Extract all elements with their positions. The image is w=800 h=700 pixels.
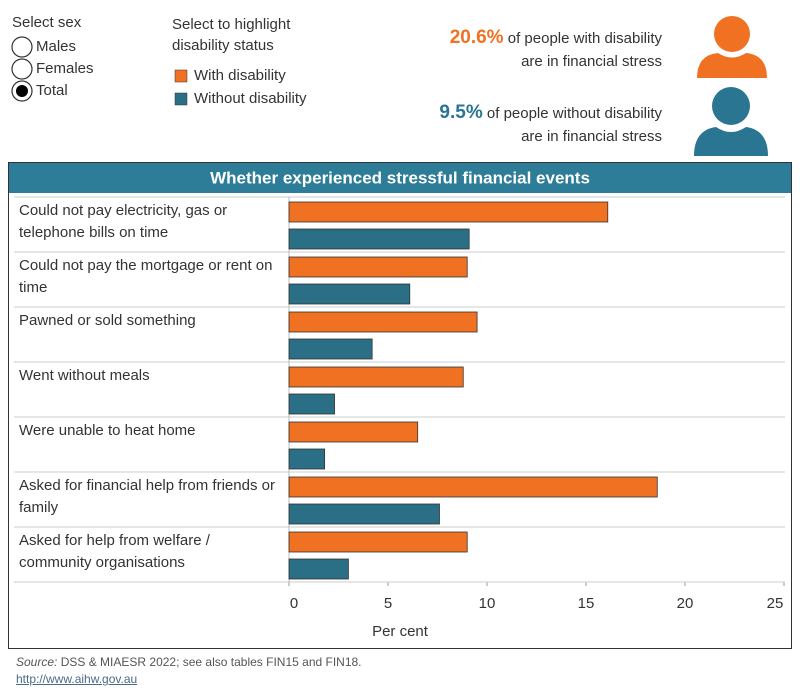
stat: 20.6% of people with disability are in fi… bbox=[360, 26, 662, 73]
category-label: Could not pay electricity, gas or teleph… bbox=[19, 202, 228, 241]
title-band bbox=[9, 163, 791, 193]
radio-option[interactable]: Total bbox=[36, 82, 68, 99]
bar bbox=[288, 338, 373, 360]
source: Source: DSS & MIAESR 2022; see also tabl… bbox=[16, 655, 362, 669]
stat-value: 20.6% bbox=[449, 27, 504, 48]
x-axis-label: Per cent bbox=[372, 623, 429, 640]
person-icon bbox=[694, 16, 768, 156]
bar bbox=[288, 311, 478, 333]
source-text: DSS & MIAESR 2022; see also tables FIN15… bbox=[60, 655, 362, 669]
stat-text: are in financial stress bbox=[521, 128, 662, 145]
x-tick-label: 20 bbox=[677, 595, 694, 612]
bar bbox=[288, 421, 419, 443]
bar bbox=[288, 366, 464, 388]
bar bbox=[288, 228, 470, 250]
link[interactable]: http://www.aihw.gov.au bbox=[16, 672, 138, 686]
bar bbox=[288, 531, 468, 553]
bar bbox=[288, 201, 609, 223]
source-label: Source: bbox=[16, 655, 58, 669]
x-tick-label: 0 bbox=[290, 595, 298, 612]
radio-dot bbox=[16, 85, 28, 97]
radio-option[interactable]: Females bbox=[36, 60, 94, 77]
bar bbox=[288, 448, 326, 470]
category-label: Pawned or sold something bbox=[19, 312, 196, 329]
radio-button[interactable] bbox=[11, 36, 33, 58]
stat-text: are in financial stress bbox=[521, 53, 662, 70]
category-label: Were unable to heat home bbox=[19, 422, 196, 439]
radio-option[interactable]: Males bbox=[36, 38, 77, 55]
category-label: Could not pay the mortgage or rent on ti… bbox=[19, 257, 273, 296]
radio-button[interactable] bbox=[11, 58, 33, 80]
bar bbox=[288, 393, 335, 415]
legend-swatch[interactable] bbox=[174, 69, 188, 83]
category-label: Asked for financial help from friends or… bbox=[19, 477, 275, 516]
stat-text: of people without disability bbox=[486, 105, 662, 122]
category-label: Went without meals bbox=[19, 367, 150, 384]
sex-label: Select sex bbox=[12, 14, 82, 31]
bar bbox=[288, 476, 658, 498]
legend-label[interactable]: With disability bbox=[194, 67, 286, 84]
legend-label[interactable]: Without disability bbox=[194, 90, 307, 107]
stat-text: of people with disability bbox=[507, 30, 662, 47]
x-tick-label: 15 bbox=[578, 595, 595, 612]
bar bbox=[288, 558, 349, 580]
stat-line: 20.6% of people with disability bbox=[360, 26, 662, 50]
chart-title: Whether experienced stressful financial … bbox=[210, 168, 590, 187]
bar bbox=[288, 256, 468, 278]
stat-value: 9.5% bbox=[439, 102, 483, 123]
category-label: Asked for help from welfare / community … bbox=[19, 532, 210, 571]
x-tick-label: 25 bbox=[767, 595, 784, 612]
x-tick-label: 5 bbox=[384, 595, 392, 612]
highlight-label: Select to highlight disability status bbox=[172, 16, 291, 54]
stat-line: 9.5% of people without disability bbox=[360, 101, 662, 125]
stat: 9.5% of people without disability are in … bbox=[360, 101, 662, 148]
chart-frame bbox=[8, 162, 792, 649]
x-tick-label: 10 bbox=[479, 595, 496, 612]
bar bbox=[288, 503, 440, 525]
legend-swatch[interactable] bbox=[174, 92, 188, 106]
bar bbox=[288, 283, 411, 305]
